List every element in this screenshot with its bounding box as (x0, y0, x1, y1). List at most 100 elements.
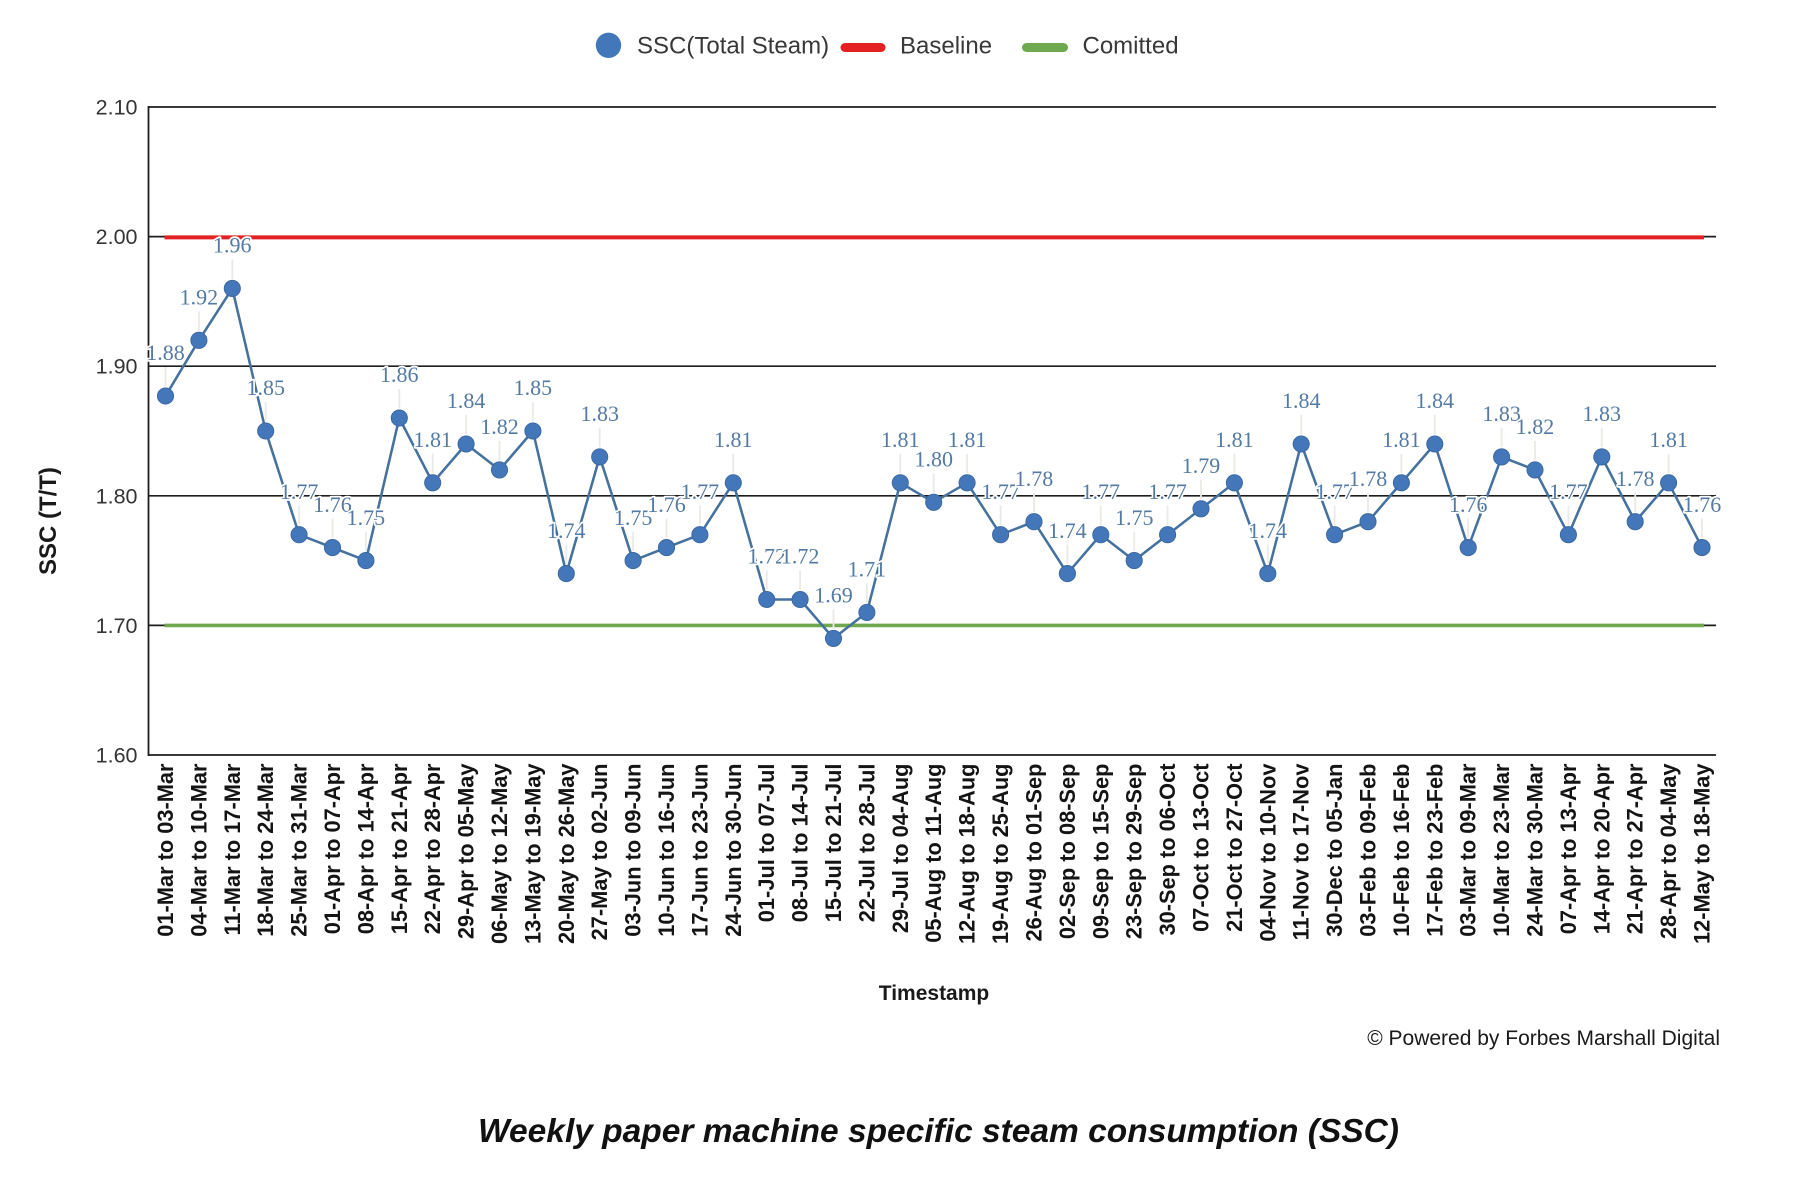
svg-text:1.77: 1.77 (280, 479, 319, 504)
svg-text:03-Mar to 09-Mar: 03-Mar to 09-Mar (1456, 763, 1481, 937)
svg-text:01-Jul to 07-Jul: 01-Jul to 07-Jul (754, 764, 779, 923)
svg-text:1.81: 1.81 (714, 427, 753, 452)
svg-text:30-Dec to 05-Jan: 30-Dec to 05-Jan (1322, 764, 1347, 937)
svg-text:Baseline: Baseline (900, 33, 992, 60)
svg-text:30-Sep to 06-Oct: 30-Sep to 06-Oct (1155, 764, 1180, 936)
svg-text:03-Jun to 09-Jun: 03-Jun to 09-Jun (621, 764, 646, 937)
svg-text:21-Apr to 27-Apr: 21-Apr to 27-Apr (1623, 763, 1648, 934)
svg-text:1.84: 1.84 (1282, 388, 1321, 413)
svg-text:06-May to 12-May: 06-May to 12-May (487, 764, 512, 945)
svg-text:1.81: 1.81 (948, 427, 987, 452)
svg-text:Comitted: Comitted (1083, 33, 1179, 60)
svg-text:24-Mar to 30-Mar: 24-Mar to 30-Mar (1523, 763, 1548, 937)
svg-text:1.81: 1.81 (1215, 427, 1254, 452)
svg-text:14-Apr to 20-Apr: 14-Apr to 20-Apr (1589, 763, 1614, 934)
svg-text:1.74: 1.74 (1249, 518, 1288, 543)
svg-text:1.75: 1.75 (614, 505, 653, 530)
svg-text:10-Mar to 23-Mar: 10-Mar to 23-Mar (1489, 763, 1514, 937)
svg-text:1.81: 1.81 (881, 427, 920, 452)
svg-text:© Powered by Forbes Marshall D: © Powered by Forbes Marshall Digital (1367, 1027, 1720, 1050)
svg-text:21-Oct to 27-Oct: 21-Oct to 27-Oct (1222, 764, 1247, 932)
svg-text:1.74: 1.74 (547, 518, 586, 543)
svg-text:20-May to 26-May: 20-May to 26-May (554, 764, 579, 945)
svg-text:1.83: 1.83 (580, 401, 619, 426)
svg-text:18-Mar to 24-Mar: 18-Mar to 24-Mar (253, 763, 278, 937)
svg-text:1.81: 1.81 (1382, 427, 1421, 452)
svg-text:1.80: 1.80 (914, 447, 953, 472)
svg-text:SSC (T/T): SSC (T/T) (35, 467, 62, 575)
svg-text:17-Jun to 23-Jun: 17-Jun to 23-Jun (687, 764, 712, 937)
svg-text:1.77: 1.77 (981, 479, 1020, 504)
svg-text:05-Aug to 11-Aug: 05-Aug to 11-Aug (921, 764, 946, 943)
svg-text:1.76: 1.76 (1449, 492, 1488, 517)
svg-text:1.77: 1.77 (1148, 479, 1187, 504)
svg-text:1.72: 1.72 (781, 544, 820, 569)
svg-text:09-Sep to 15-Sep: 09-Sep to 15-Sep (1088, 764, 1113, 940)
svg-text:02-Sep to 08-Sep: 02-Sep to 08-Sep (1055, 764, 1080, 940)
svg-text:1.88: 1.88 (146, 340, 185, 365)
svg-text:1.84: 1.84 (447, 388, 486, 413)
svg-text:1.84: 1.84 (1416, 388, 1455, 413)
svg-text:1.78: 1.78 (1616, 466, 1655, 491)
svg-text:07-Apr to 13-Apr: 07-Apr to 13-Apr (1556, 763, 1581, 934)
svg-text:03-Feb to 09-Feb: 03-Feb to 09-Feb (1356, 764, 1381, 937)
svg-text:1.96: 1.96 (213, 233, 252, 258)
svg-text:1.69: 1.69 (814, 583, 853, 608)
svg-text:29-Jul to 04-Aug: 29-Jul to 04-Aug (888, 764, 913, 934)
svg-text:1.71: 1.71 (848, 557, 887, 582)
svg-text:1.90: 1.90 (96, 355, 138, 379)
svg-text:01-Apr to 07-Apr: 01-Apr to 07-Apr (320, 763, 345, 934)
svg-text:Timestamp: Timestamp (879, 982, 990, 1005)
svg-text:1.83: 1.83 (1482, 401, 1521, 426)
svg-text:1.83: 1.83 (1583, 401, 1622, 426)
svg-text:1.78: 1.78 (1349, 466, 1388, 491)
svg-text:1.86: 1.86 (380, 362, 419, 387)
svg-text:1.76: 1.76 (313, 492, 352, 517)
svg-text:1.60: 1.60 (96, 744, 138, 768)
svg-text:1.85: 1.85 (246, 375, 285, 400)
svg-text:SSC(Total Steam): SSC(Total Steam) (637, 33, 829, 60)
svg-text:11-Mar to 17-Mar: 11-Mar to 17-Mar (220, 763, 245, 936)
svg-text:1.77: 1.77 (1315, 479, 1354, 504)
svg-text:15-Jul to 21-Jul: 15-Jul to 21-Jul (821, 764, 846, 923)
svg-text:1.75: 1.75 (347, 505, 386, 530)
svg-text:19-Aug to 25-Aug: 19-Aug to 25-Aug (988, 764, 1013, 944)
svg-text:04-Nov to 10-Nov: 04-Nov to 10-Nov (1255, 763, 1280, 942)
svg-text:04-Mar to 10-Mar: 04-Mar to 10-Mar (186, 763, 211, 937)
svg-text:25-Mar to 31-Mar: 25-Mar to 31-Mar (287, 763, 312, 937)
svg-text:1.82: 1.82 (1516, 414, 1555, 439)
svg-text:1.79: 1.79 (1182, 453, 1221, 478)
svg-text:1.76: 1.76 (647, 492, 686, 517)
svg-text:13-May to 19-May: 13-May to 19-May (520, 764, 545, 945)
svg-text:1.77: 1.77 (681, 479, 720, 504)
svg-text:26-Aug to 01-Sep: 26-Aug to 01-Sep (1022, 764, 1047, 942)
svg-text:08-Apr to 14-Apr: 08-Apr to 14-Apr (353, 763, 378, 934)
svg-text:01-Mar to 03-Mar: 01-Mar to 03-Mar (153, 763, 178, 937)
svg-text:1.78: 1.78 (1015, 466, 1054, 491)
svg-text:22-Apr to 28-Apr: 22-Apr to 28-Apr (420, 763, 445, 934)
svg-text:Weekly paper machine specific: Weekly paper machine specific steam cons… (478, 1113, 1399, 1150)
svg-text:1.85: 1.85 (514, 375, 553, 400)
svg-text:07-Oct to 13-Oct: 07-Oct to 13-Oct (1189, 764, 1214, 932)
svg-text:10-Feb to 16-Feb: 10-Feb to 16-Feb (1389, 764, 1414, 937)
svg-text:1.80: 1.80 (96, 484, 138, 508)
svg-text:23-Sep to 29-Sep: 23-Sep to 29-Sep (1122, 764, 1147, 940)
svg-text:1.77: 1.77 (1082, 479, 1121, 504)
svg-text:10-Jun to 16-Jun: 10-Jun to 16-Jun (654, 764, 679, 937)
svg-text:15-Apr to 21-Apr: 15-Apr to 21-Apr (387, 763, 412, 934)
svg-text:08-Jul to 14-Jul: 08-Jul to 14-Jul (788, 764, 813, 923)
svg-text:1.75: 1.75 (1115, 505, 1154, 530)
svg-text:1.81: 1.81 (1649, 427, 1688, 452)
svg-text:24-Jun to 30-Jun: 24-Jun to 30-Jun (721, 764, 746, 937)
svg-text:12-May to 18-May: 12-May to 18-May (1690, 764, 1715, 945)
svg-text:17-Feb to 23-Feb: 17-Feb to 23-Feb (1422, 764, 1447, 937)
svg-text:2.00: 2.00 (96, 225, 138, 249)
svg-text:1.77: 1.77 (1549, 479, 1588, 504)
svg-text:29-Apr to 05-May: 29-Apr to 05-May (454, 764, 479, 940)
svg-text:1.82: 1.82 (480, 414, 519, 439)
svg-text:27-May to 02-Jun: 27-May to 02-Jun (587, 764, 612, 941)
svg-text:1.74: 1.74 (1048, 518, 1087, 543)
svg-text:11-Nov to 17-Nov: 11-Nov to 17-Nov (1289, 763, 1314, 941)
svg-text:22-Jul to 28-Jul: 22-Jul to 28-Jul (854, 764, 879, 923)
svg-text:28-Apr to 04-May: 28-Apr to 04-May (1656, 764, 1681, 940)
